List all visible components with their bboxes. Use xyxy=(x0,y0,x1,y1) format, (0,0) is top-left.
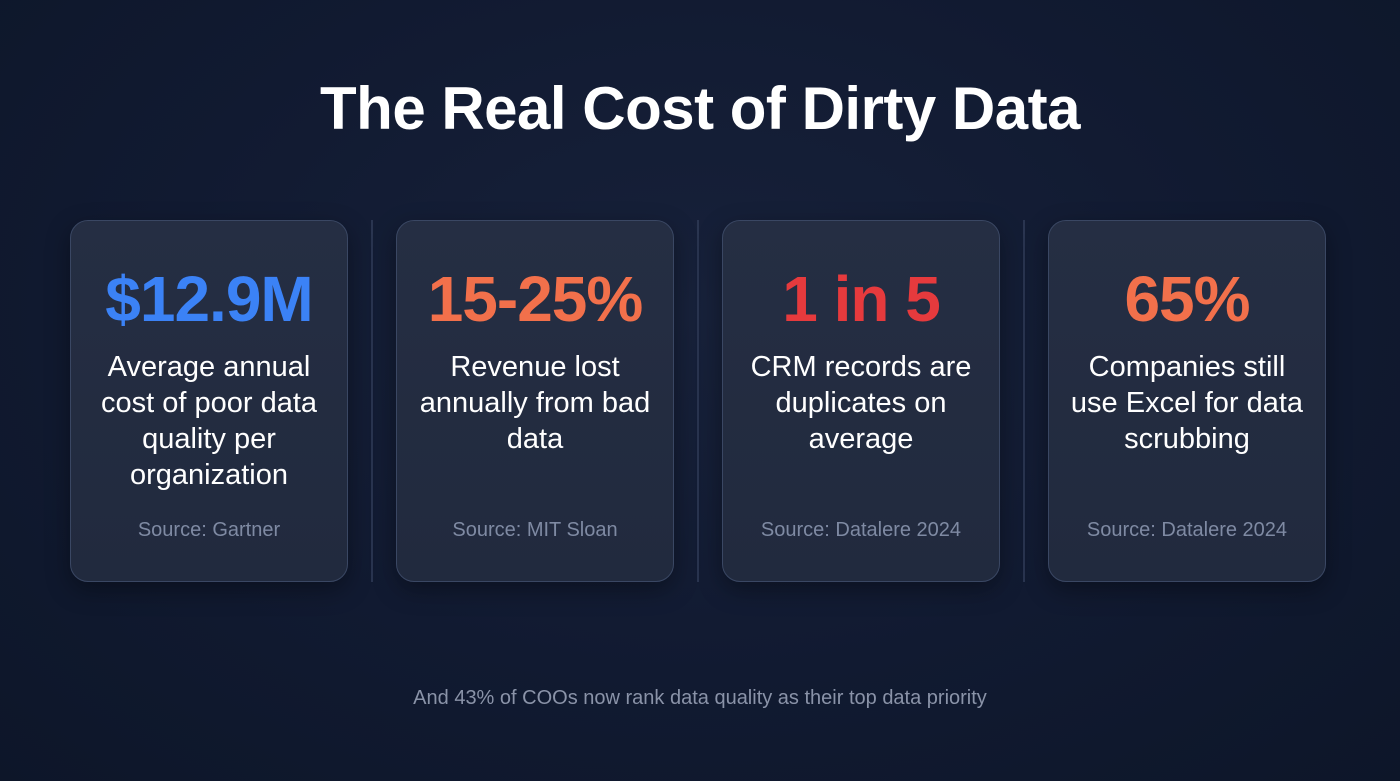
stat-value: 1 in 5 xyxy=(782,263,941,335)
divider xyxy=(697,220,699,582)
stat-description: Revenue lost annually from bad data xyxy=(419,351,651,455)
stat-cards: $12.9M Average annual cost of poor data … xyxy=(70,220,1326,582)
stat-card-cost: $12.9M Average annual cost of poor data … xyxy=(70,220,348,582)
stat-value: 65% xyxy=(1124,263,1250,335)
stat-source: Source: MIT Sloan xyxy=(452,519,618,541)
stat-card-duplicates: 1 in 5 CRM records are duplicates on ave… xyxy=(722,220,1000,582)
footer-note: And 43% of COOs now rank data quality as… xyxy=(413,687,987,709)
stat-card-revenue: 15-25% Revenue lost annually from bad da… xyxy=(396,220,674,582)
stat-source: Source: Gartner xyxy=(137,519,281,541)
stat-description: Companies still use Excel for data scrub… xyxy=(1070,351,1304,455)
stat-value: 15-25% xyxy=(427,263,644,335)
stat-description: CRM records are duplicates on average xyxy=(750,351,972,455)
stat-source: Source: Datalere 2024 xyxy=(760,519,962,541)
stat-source: Source: Datalere 2024 xyxy=(1086,519,1288,541)
divider xyxy=(1023,220,1025,582)
page-title: The Real Cost of Dirty Data xyxy=(320,75,1080,142)
stat-value: $12.9M xyxy=(105,263,313,335)
divider xyxy=(371,220,373,582)
stat-card-excel: 65% Companies still use Excel for data s… xyxy=(1048,220,1326,582)
stat-description: Average annual cost of poor data quality… xyxy=(100,351,318,491)
